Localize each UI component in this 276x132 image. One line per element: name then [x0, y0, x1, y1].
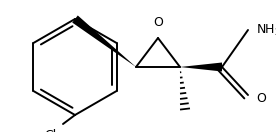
- Text: O: O: [153, 16, 163, 29]
- Polygon shape: [180, 62, 222, 72]
- Text: NH$_2$: NH$_2$: [256, 22, 276, 37]
- Polygon shape: [72, 15, 136, 67]
- Text: O: O: [256, 91, 266, 105]
- Text: Cl: Cl: [45, 129, 57, 132]
